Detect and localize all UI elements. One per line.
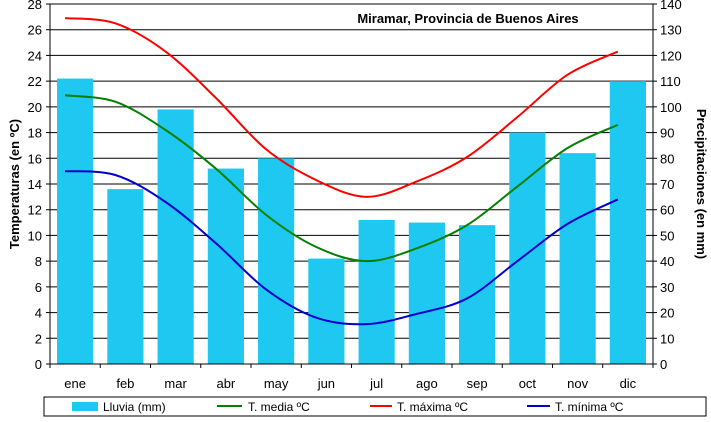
gridlines [50,3,653,339]
left-tick-label: 24 [28,48,42,63]
x-tick-label-ago: ago [416,376,438,391]
bar-dic [609,81,646,365]
left-tick-label: 20 [28,100,42,115]
bar-oct [509,132,546,364]
chart-title: Miramar, Provincia de Buenos Aires [357,11,578,26]
bar-feb [107,189,144,364]
bar-jul [358,220,395,364]
legend-swatch-rain [72,402,98,411]
right-tick-label: 50 [660,228,674,243]
x-tick-label-abr: abr [216,376,235,391]
left-tick-label: 22 [28,74,42,89]
mean-temp-line [64,94,619,263]
right-tick-label: 140 [660,0,682,12]
x-tick-label-mar: mar [164,376,187,391]
axis-labels: 0246810121416182022242628010203040506070… [28,0,682,391]
bar-ago [408,222,445,364]
right-tick-label: 30 [660,280,674,295]
bar-nov [559,153,596,364]
legend-label-rain: Lluvia (mm) [103,400,166,414]
rain-bars [57,78,646,365]
left-tick-label: 4 [35,306,42,321]
left-tick-label: 14 [28,177,42,192]
left-tick-label: 2 [35,331,42,346]
right-tick-label: 90 [660,126,674,141]
x-tick-label-nov: nov [567,376,588,391]
right-tick-label: 80 [660,151,674,166]
x-tick-label-ene: ene [64,376,86,391]
right-tick-label: 100 [660,100,682,115]
right-tick-label: 120 [660,48,682,63]
x-tick-label-oct: oct [519,376,537,391]
x-tick-label-sep: sep [467,376,488,391]
left-tick-label: 16 [28,151,42,166]
right-tick-label: 70 [660,177,674,192]
left-tick-label: 28 [28,0,42,12]
legend-label-min: T. mínima ºC [555,400,624,414]
x-tick-label-feb: feb [116,376,134,391]
left-tick-label: 10 [28,228,42,243]
right-tick-label: 60 [660,203,674,218]
right-tick-label: 130 [660,23,682,38]
bar-jun [308,258,345,364]
legend-label-max: T. máxima ºC [397,400,468,414]
left-tick-label: 12 [28,203,42,218]
bar-ene [57,78,94,365]
left-tick-label: 6 [35,280,42,295]
max-temp-line [64,17,619,198]
left-tick-label: 18 [28,126,42,141]
bar-abr [207,168,244,364]
legend-label-mean: T. media ºC [248,400,310,414]
x-tick-label-may: may [264,376,289,391]
x-tick-label-dic: dic [620,376,637,391]
bar-mar [157,109,194,364]
right-tick-label: 110 [660,74,681,89]
right-tick-label: 20 [660,306,674,321]
left-tick-label: 8 [35,254,42,269]
x-tick-label-jun: jun [317,376,335,391]
left-tick-label: 26 [28,23,42,38]
left-tick-label: 0 [35,357,42,372]
right-tick-label: 40 [660,254,674,269]
right-tick-label: 0 [660,357,667,372]
temperature-lines [64,17,619,326]
right-axis-title: Precipitaciones (en mm) [694,109,709,259]
legend: Lluvia (mm) T. media ºC T. máxima ºC T. … [43,396,707,417]
right-tick-label: 10 [660,331,674,346]
bar-may [258,158,295,364]
min-temp-line [64,170,619,326]
left-axis-title: Temperaturas (en ºC) [7,119,22,249]
x-tick-label-jul: jul [369,376,383,391]
axes [46,3,657,368]
bar-sep [459,225,496,364]
